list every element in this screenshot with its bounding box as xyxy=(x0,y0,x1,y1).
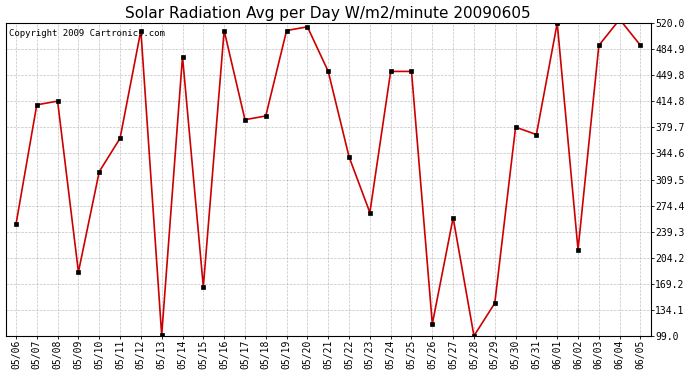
Title: Solar Radiation Avg per Day W/m2/minute 20090605: Solar Radiation Avg per Day W/m2/minute … xyxy=(126,6,531,21)
Text: Copyright 2009 Cartronics.com: Copyright 2009 Cartronics.com xyxy=(9,29,165,38)
